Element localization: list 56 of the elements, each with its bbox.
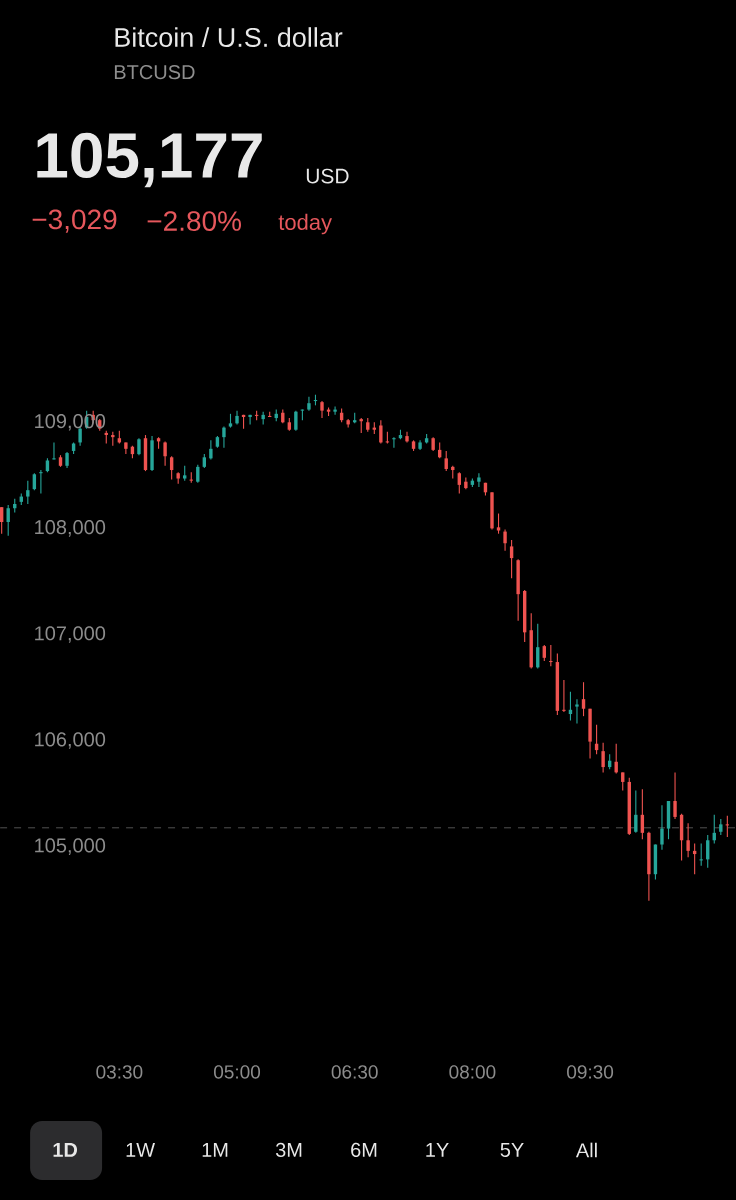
candlestick xyxy=(444,450,448,472)
candlestick xyxy=(503,528,507,552)
candlestick xyxy=(0,506,4,535)
candlestick xyxy=(248,414,252,425)
annotation: −2.80% xyxy=(147,211,241,231)
candlestick xyxy=(26,480,30,505)
annotation: today xyxy=(278,213,332,235)
candlestick xyxy=(699,842,703,867)
candlestick xyxy=(392,436,396,449)
y-tick-label: 106,000 xyxy=(35,732,106,749)
annotation: 3M xyxy=(275,1142,302,1157)
annotation: 1M xyxy=(202,1143,228,1157)
x-tick-label: 06:30 xyxy=(331,1065,378,1079)
annotation: 6M xyxy=(351,1142,377,1157)
candlestick xyxy=(562,679,566,713)
text: Bitcoin / U.S. dollar xyxy=(115,27,343,48)
candlestick xyxy=(549,644,553,667)
candlestick xyxy=(163,440,167,467)
candlestick xyxy=(52,441,56,460)
candlestick xyxy=(575,698,579,725)
y-tick-label: 107,000 xyxy=(35,626,106,643)
candlestick xyxy=(601,742,605,773)
annotation: 1W xyxy=(126,1143,155,1157)
candlestick xyxy=(196,464,200,484)
candlestick xyxy=(457,471,461,494)
candlestick xyxy=(307,396,311,412)
candlestick xyxy=(673,771,677,820)
annotation: USD xyxy=(306,168,349,184)
candlestick xyxy=(294,410,298,432)
annotation: All xyxy=(575,1142,597,1158)
candlestick xyxy=(496,512,501,535)
text: BTCUSD xyxy=(114,65,195,80)
y-tick-label: 105,000 xyxy=(35,838,106,855)
candlestick xyxy=(379,419,383,445)
x-tick-label: 03:30 xyxy=(96,1065,143,1079)
x-tick-label: 08:00 xyxy=(449,1065,496,1079)
y-tick-label: 108,000 xyxy=(35,520,106,537)
x-tick-label: 09:30 xyxy=(567,1065,614,1079)
candlestick xyxy=(581,681,586,717)
candlestick xyxy=(39,469,43,494)
annotation: 1D xyxy=(53,1143,77,1157)
x-tick-label: 05:00 xyxy=(213,1065,261,1079)
annotation: 1Y xyxy=(426,1143,449,1157)
annotation: 5Y xyxy=(500,1142,524,1157)
candlestick xyxy=(222,425,226,449)
candlestick xyxy=(169,455,174,481)
annotation: −3,029 xyxy=(32,209,117,233)
annotation: 105,177 xyxy=(37,132,262,188)
candlestick xyxy=(509,539,514,579)
candlestick xyxy=(660,804,664,851)
candlestick xyxy=(686,822,690,858)
candlestick xyxy=(209,439,213,460)
candlestick xyxy=(634,789,638,834)
candlestick xyxy=(621,771,625,791)
candlestick xyxy=(333,405,337,416)
candlestick xyxy=(477,472,481,488)
